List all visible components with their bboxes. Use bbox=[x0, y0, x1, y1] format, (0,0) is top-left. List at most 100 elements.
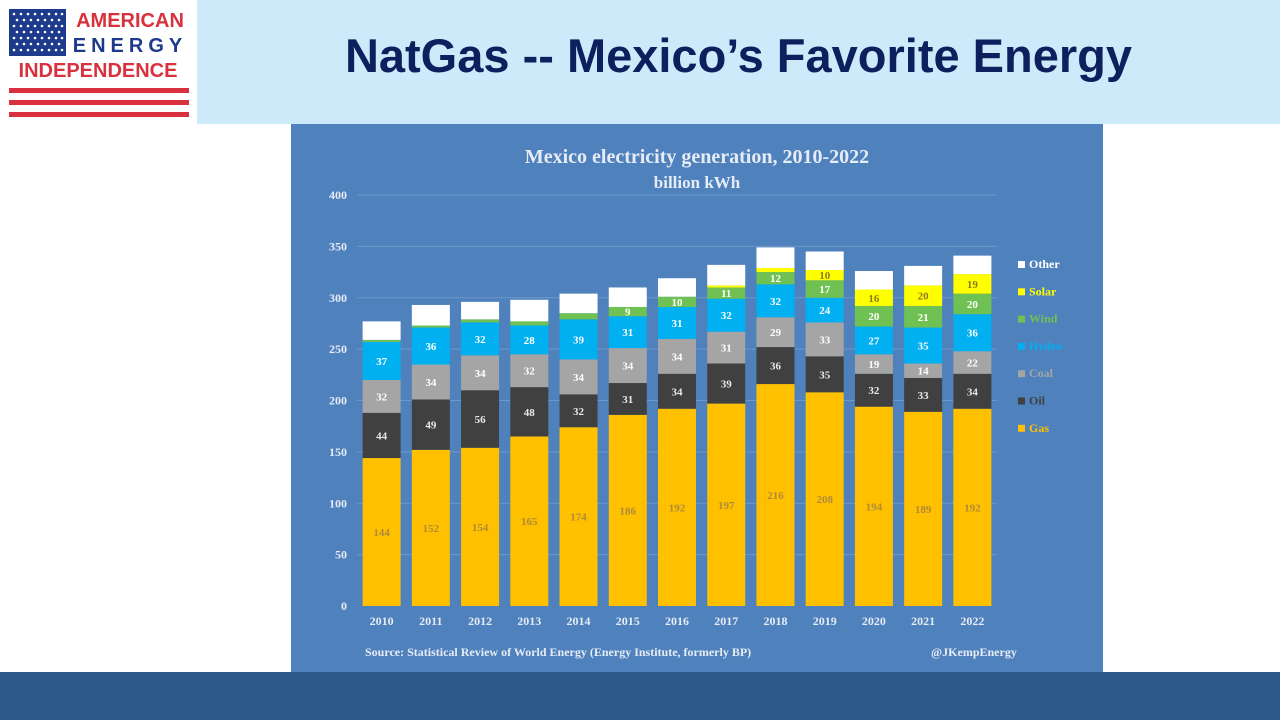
bar-segment-other bbox=[953, 255, 992, 275]
bar-segment-hydro bbox=[904, 327, 943, 364]
data-label: 14 bbox=[918, 366, 930, 378]
legend-swatch bbox=[1018, 397, 1025, 405]
bar-segment-hydro bbox=[608, 316, 647, 349]
data-label: 39 bbox=[573, 334, 585, 346]
data-label: 36 bbox=[770, 361, 782, 373]
data-label: 32 bbox=[376, 391, 388, 403]
bar-segment-oil bbox=[953, 373, 992, 409]
data-label: 154 bbox=[472, 522, 489, 534]
bar-segment-other bbox=[362, 321, 401, 340]
bar-segment-wind bbox=[756, 272, 795, 285]
data-label: 19 bbox=[868, 359, 880, 371]
bar-segment-other bbox=[411, 304, 450, 326]
data-label: 31 bbox=[672, 318, 683, 330]
logo-line3: INDEPENDENCE bbox=[19, 60, 178, 82]
bar-segment-other bbox=[608, 287, 647, 307]
data-label: 174 bbox=[570, 512, 587, 524]
bar-segment-coal bbox=[756, 317, 795, 348]
bar-segment-oil bbox=[510, 387, 549, 437]
bar-segment-wind bbox=[411, 325, 450, 328]
x-tick-label: 2018 bbox=[763, 614, 787, 628]
bar-segment-coal bbox=[461, 355, 500, 391]
data-label: 31 bbox=[721, 343, 732, 355]
bar-segment-wind bbox=[904, 305, 943, 328]
bar-segment-wind bbox=[510, 321, 549, 326]
stacked-bar-chart: 0501001502002503003504001444432372010152… bbox=[329, 188, 1062, 628]
data-label: 32 bbox=[868, 385, 880, 397]
bar-segment-oil bbox=[658, 373, 696, 409]
bar-segment-coal bbox=[362, 379, 401, 413]
bar-segment-oil bbox=[854, 373, 893, 407]
data-label: 44 bbox=[376, 430, 388, 442]
data-label: 49 bbox=[425, 420, 437, 432]
x-tick-label: 2017 bbox=[714, 614, 738, 628]
x-tick-label: 2020 bbox=[862, 614, 886, 628]
bar-segment-hydro bbox=[461, 322, 500, 356]
data-label: 36 bbox=[425, 341, 437, 353]
bar-segment-wind bbox=[362, 339, 401, 342]
bar-segment-wind bbox=[854, 305, 893, 327]
bar-segment-other bbox=[854, 271, 893, 290]
data-label: 34 bbox=[622, 361, 634, 373]
bar-segment-hydro bbox=[953, 314, 992, 352]
x-tick-label: 2015 bbox=[616, 614, 640, 628]
data-label: 20 bbox=[868, 311, 880, 323]
bar-segment-oil bbox=[904, 377, 943, 412]
legend-swatch bbox=[1018, 370, 1025, 378]
bar-segment-gas bbox=[510, 436, 549, 606]
bar-segment-other bbox=[510, 299, 549, 322]
bar-segment-other bbox=[559, 293, 598, 314]
bar-segment-hydro bbox=[756, 284, 795, 318]
bar-segment-wind bbox=[707, 287, 746, 299]
legend-swatch bbox=[1018, 288, 1025, 296]
bar-segment-gas bbox=[362, 458, 401, 606]
data-label: 10 bbox=[672, 297, 684, 309]
bar-segment-hydro bbox=[510, 325, 549, 355]
data-label: 28 bbox=[524, 335, 536, 347]
bar-segment-other bbox=[805, 251, 844, 271]
bar-segment-coal bbox=[805, 322, 844, 357]
bar-segment-coal bbox=[411, 364, 450, 400]
data-label: 189 bbox=[915, 504, 932, 516]
legend-label: Gas bbox=[1029, 421, 1049, 435]
bar-segment-gas bbox=[756, 384, 795, 606]
bar-segment-other bbox=[658, 278, 696, 297]
data-label: 31 bbox=[622, 327, 633, 339]
data-label: 39 bbox=[721, 379, 733, 391]
bar-segment-gas bbox=[904, 411, 943, 606]
bar-segment-oil bbox=[707, 363, 746, 404]
data-label: 208 bbox=[816, 494, 833, 506]
chart-panel: 0 50 100 150 200 250 300 350 400 144 44 32 37 2010 152… bbox=[291, 124, 1103, 672]
bar-segment-coal bbox=[608, 348, 647, 384]
data-label: 34 bbox=[672, 351, 684, 363]
legend-swatch bbox=[1018, 342, 1025, 350]
x-tick-label: 2010 bbox=[370, 614, 394, 628]
data-label: 16 bbox=[868, 293, 880, 305]
y-tick-label: 0 bbox=[341, 599, 347, 613]
y-tick-label: 50 bbox=[335, 548, 347, 562]
bar-segment-coal bbox=[658, 338, 696, 374]
data-label: 32 bbox=[475, 334, 487, 346]
header-band bbox=[197, 0, 1280, 124]
data-label: 21 bbox=[918, 312, 929, 324]
data-label: 31 bbox=[622, 394, 633, 406]
chart-handle: @JKempEnergy bbox=[931, 645, 1017, 659]
data-label: 20 bbox=[918, 291, 930, 303]
bar-segment-hydro bbox=[805, 297, 844, 323]
logo-line2: ENERGY bbox=[73, 35, 187, 57]
bar-segment-wind bbox=[461, 319, 500, 323]
bar-segment-wind bbox=[608, 306, 647, 317]
data-label: 9 bbox=[625, 307, 631, 319]
data-label: 192 bbox=[669, 502, 686, 514]
data-label: 56 bbox=[475, 414, 487, 426]
data-label: 17 bbox=[819, 284, 831, 296]
bar-segment-hydro bbox=[707, 298, 746, 332]
data-label: 34 bbox=[967, 386, 979, 398]
bar-segment-hydro bbox=[411, 327, 450, 365]
footer-band bbox=[0, 672, 1280, 720]
bar-segment-oil bbox=[362, 412, 401, 459]
data-label: 32 bbox=[721, 310, 733, 322]
y-tick-label: 150 bbox=[329, 445, 347, 459]
y-tick-label: 350 bbox=[329, 239, 347, 253]
data-label: 35 bbox=[918, 341, 930, 353]
